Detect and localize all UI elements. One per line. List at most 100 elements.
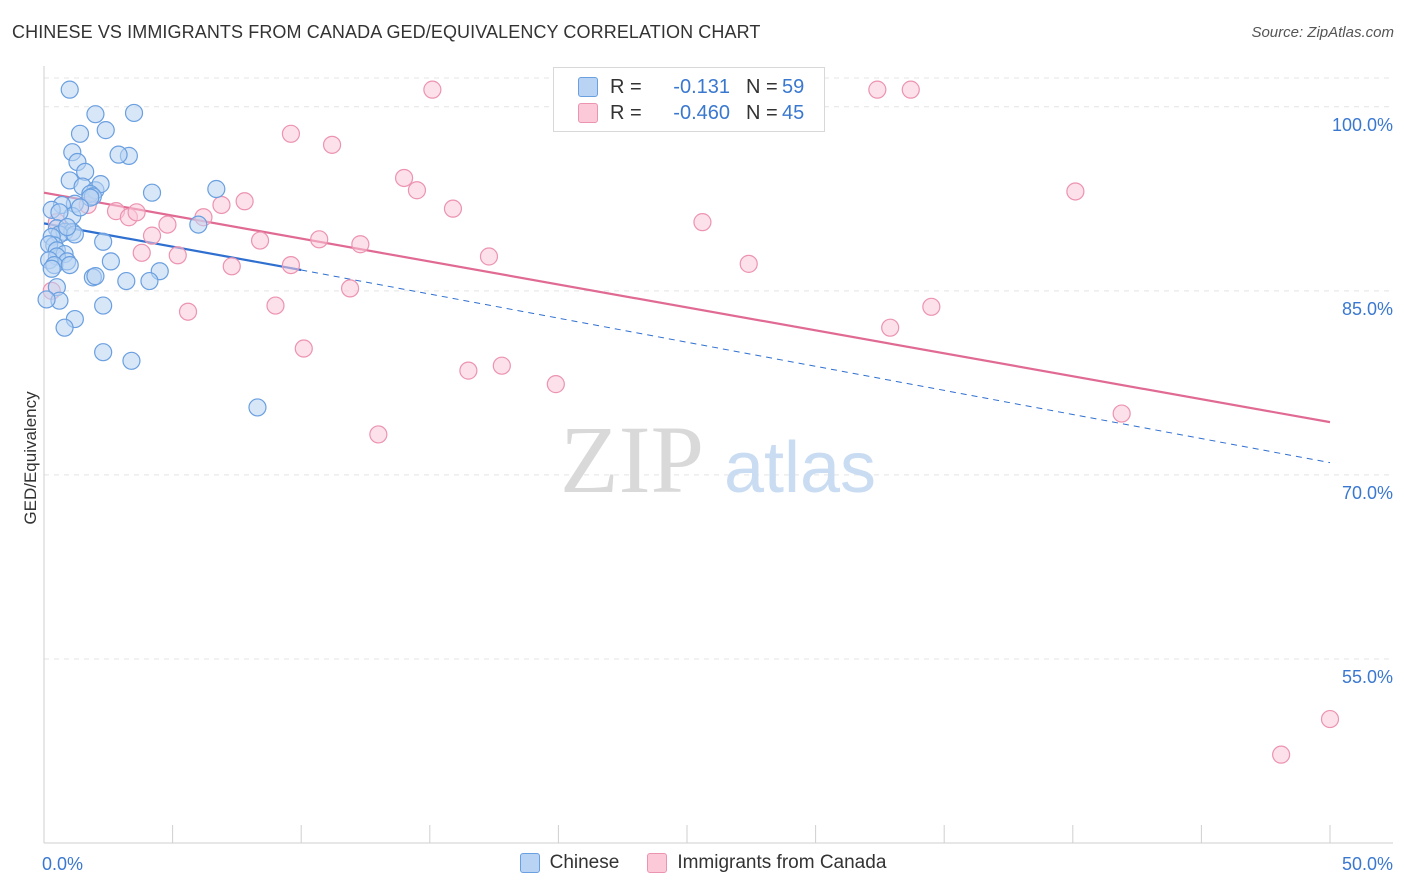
source-credit: Source: ZipAtlas.com bbox=[1251, 24, 1394, 41]
data-point bbox=[369, 425, 388, 444]
axes bbox=[43, 66, 1393, 844]
y-tick-label: 55.0% bbox=[1342, 667, 1393, 687]
n-value: 59 bbox=[782, 75, 805, 98]
legend-item-immigrants-canada[interactable]: Immigrants from Canada bbox=[647, 852, 886, 874]
legend-item-chinese[interactable]: Chinese bbox=[519, 852, 620, 874]
r-label: R = bbox=[610, 101, 642, 124]
data-point bbox=[693, 213, 712, 232]
data-point bbox=[178, 302, 198, 321]
data-point bbox=[101, 252, 120, 271]
data-point bbox=[294, 339, 313, 358]
x-tick-label: 0.0% bbox=[42, 854, 83, 874]
trend-line bbox=[43, 222, 302, 272]
n-value: 45 bbox=[782, 101, 805, 124]
legend-row-chinese: R = -0.131 N = 59 bbox=[578, 75, 822, 99]
data-point bbox=[868, 80, 887, 99]
legend-row-immigrants-canada: R = -0.460 N = 45 bbox=[578, 101, 822, 125]
data-point bbox=[546, 375, 565, 394]
data-point bbox=[37, 290, 56, 309]
legend-label-chinese: Chinese bbox=[549, 852, 620, 873]
data-point bbox=[281, 255, 301, 275]
data-point bbox=[94, 343, 113, 362]
r-value: -0.131 bbox=[673, 75, 730, 98]
y-axis-label: GED/Equivalency bbox=[21, 391, 40, 525]
data-point bbox=[86, 267, 105, 286]
data-point bbox=[76, 162, 95, 181]
data-point bbox=[70, 198, 90, 217]
data-point bbox=[1272, 745, 1291, 764]
data-point bbox=[492, 356, 511, 375]
n-label: N = bbox=[746, 75, 778, 98]
y-tick-label: 70.0% bbox=[1342, 483, 1393, 503]
data-point bbox=[122, 351, 141, 370]
y-tick-label: 100.0% bbox=[1332, 115, 1393, 135]
data-point bbox=[142, 226, 162, 245]
data-point bbox=[42, 259, 61, 278]
data-point bbox=[189, 215, 208, 234]
watermark-zip: ZIP bbox=[560, 406, 704, 513]
data-point bbox=[459, 361, 478, 380]
chart-title: CHINESE VS IMMIGRANTS FROM CANADA GED/EQ… bbox=[12, 22, 761, 42]
data-point bbox=[96, 121, 115, 140]
data-point bbox=[222, 257, 241, 276]
data-point bbox=[140, 271, 159, 291]
data-point bbox=[58, 217, 77, 237]
data-point bbox=[132, 243, 151, 262]
data-point bbox=[235, 192, 254, 211]
data-point bbox=[60, 255, 79, 275]
chinese-swatch bbox=[519, 853, 540, 873]
data-point bbox=[94, 296, 113, 315]
data-point bbox=[266, 296, 285, 315]
data-point bbox=[310, 230, 329, 249]
series-legend: Chinese Immigrants from Canada bbox=[0, 852, 1406, 874]
watermark-atlas: atlas bbox=[724, 428, 876, 508]
data-point bbox=[340, 279, 360, 298]
trend-line bbox=[43, 191, 1331, 424]
data-point bbox=[1112, 404, 1131, 423]
data-point bbox=[1320, 709, 1340, 729]
data-point bbox=[881, 318, 900, 337]
data-point bbox=[207, 179, 226, 199]
data-point bbox=[901, 80, 920, 99]
data-point bbox=[322, 135, 342, 154]
immigrants-canada-swatch bbox=[578, 103, 598, 123]
data-points bbox=[37, 80, 1340, 764]
data-point bbox=[394, 168, 414, 188]
chinese-swatch bbox=[578, 77, 598, 97]
legend-label-immigrants-canada: Immigrants from Canada bbox=[677, 852, 887, 873]
data-point bbox=[55, 318, 74, 337]
data-point bbox=[158, 215, 177, 234]
data-point bbox=[127, 203, 146, 222]
data-point bbox=[739, 254, 758, 273]
data-point bbox=[423, 80, 442, 99]
data-point bbox=[443, 199, 463, 218]
data-point bbox=[86, 105, 105, 124]
data-point bbox=[109, 145, 128, 164]
x-tick-label: 50.0% bbox=[1342, 854, 1393, 874]
data-point bbox=[117, 271, 136, 291]
data-point bbox=[250, 231, 270, 250]
r-label: R = bbox=[610, 75, 642, 98]
grid-lines bbox=[44, 77, 1393, 660]
data-point bbox=[281, 124, 301, 143]
data-point bbox=[248, 398, 267, 417]
data-point bbox=[212, 195, 231, 215]
data-point bbox=[922, 297, 941, 316]
data-point bbox=[60, 80, 79, 99]
data-point bbox=[407, 181, 427, 200]
data-point bbox=[479, 247, 499, 266]
r-value: -0.460 bbox=[673, 101, 730, 124]
data-point bbox=[94, 232, 113, 251]
y-tick-label: 85.0% bbox=[1342, 299, 1393, 319]
n-label: N = bbox=[746, 101, 778, 124]
immigrants-canada-swatch bbox=[647, 853, 668, 873]
trend-line-extension bbox=[301, 269, 1331, 464]
data-point bbox=[351, 235, 370, 254]
trend-lines bbox=[43, 191, 1331, 464]
data-point bbox=[168, 246, 187, 265]
data-point bbox=[124, 103, 144, 123]
data-point bbox=[70, 124, 90, 143]
data-point bbox=[1066, 182, 1085, 201]
tick-labels: 100.0% 85.0% 70.0% 55.0% 0.0% 50.0% bbox=[42, 115, 1393, 874]
